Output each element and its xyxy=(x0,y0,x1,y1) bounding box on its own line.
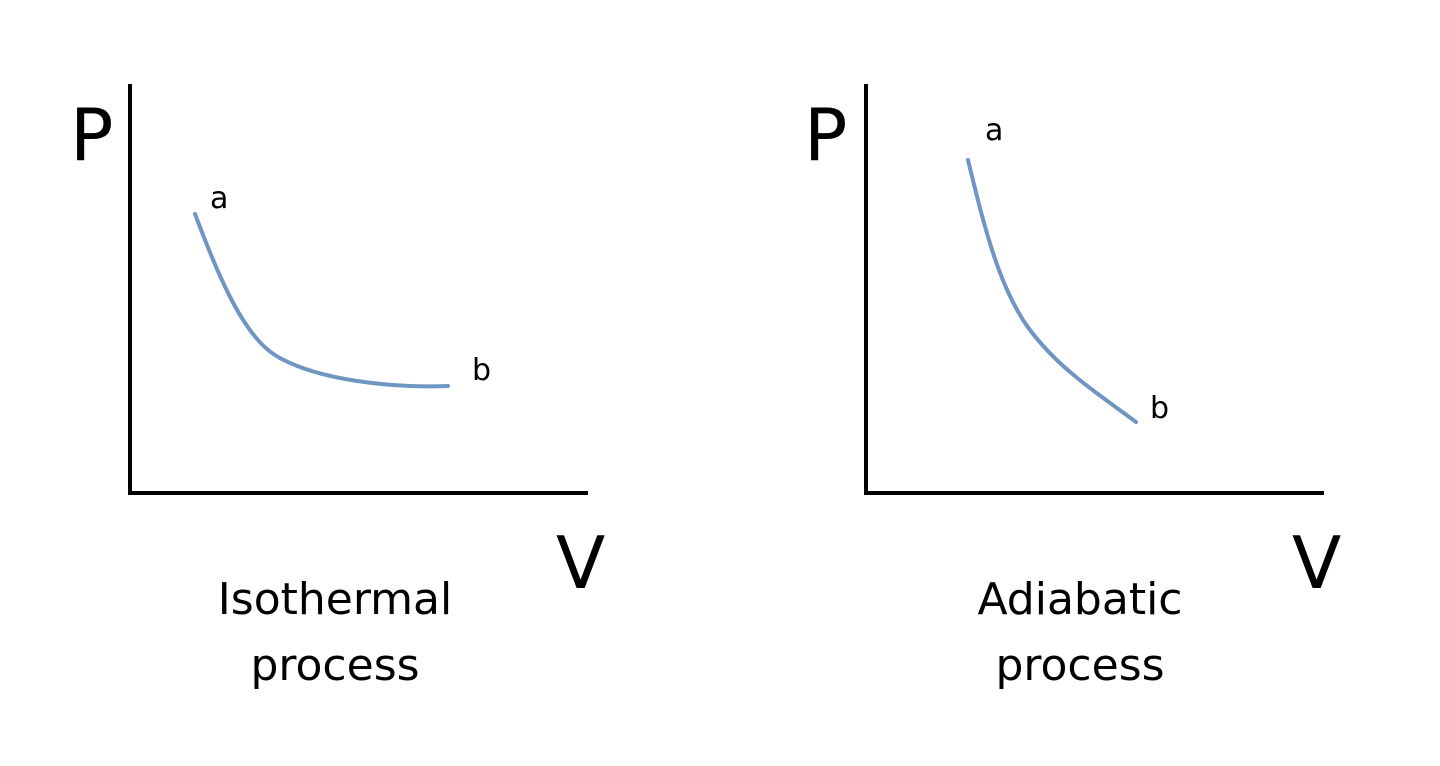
isothermal-point-a-label: a xyxy=(210,181,228,216)
isothermal-y-axis-label: P xyxy=(70,93,113,177)
isothermal-point-b-label: b xyxy=(472,353,491,388)
adiabatic-point-b-label: b xyxy=(1150,391,1169,426)
adiabatic-x-axis-label: V xyxy=(1292,521,1341,605)
adiabatic-y-axis-label: P xyxy=(804,93,847,177)
isothermal-curve xyxy=(193,212,450,389)
adiabatic-point-a-label: a xyxy=(985,113,1003,148)
isothermal-panel: P V a b Isothermal process xyxy=(70,84,605,691)
adiabatic-curve xyxy=(966,158,1138,424)
isothermal-caption-line1: Isothermal xyxy=(218,574,452,625)
isothermal-x-axis-label: V xyxy=(556,521,605,605)
adiabatic-caption-line1: Adiabatic xyxy=(977,574,1182,625)
adiabatic-panel: P V a b Adiabatic process xyxy=(804,84,1341,691)
adiabatic-caption-line2: process xyxy=(995,640,1164,691)
isothermal-caption-line2: process xyxy=(250,640,419,691)
